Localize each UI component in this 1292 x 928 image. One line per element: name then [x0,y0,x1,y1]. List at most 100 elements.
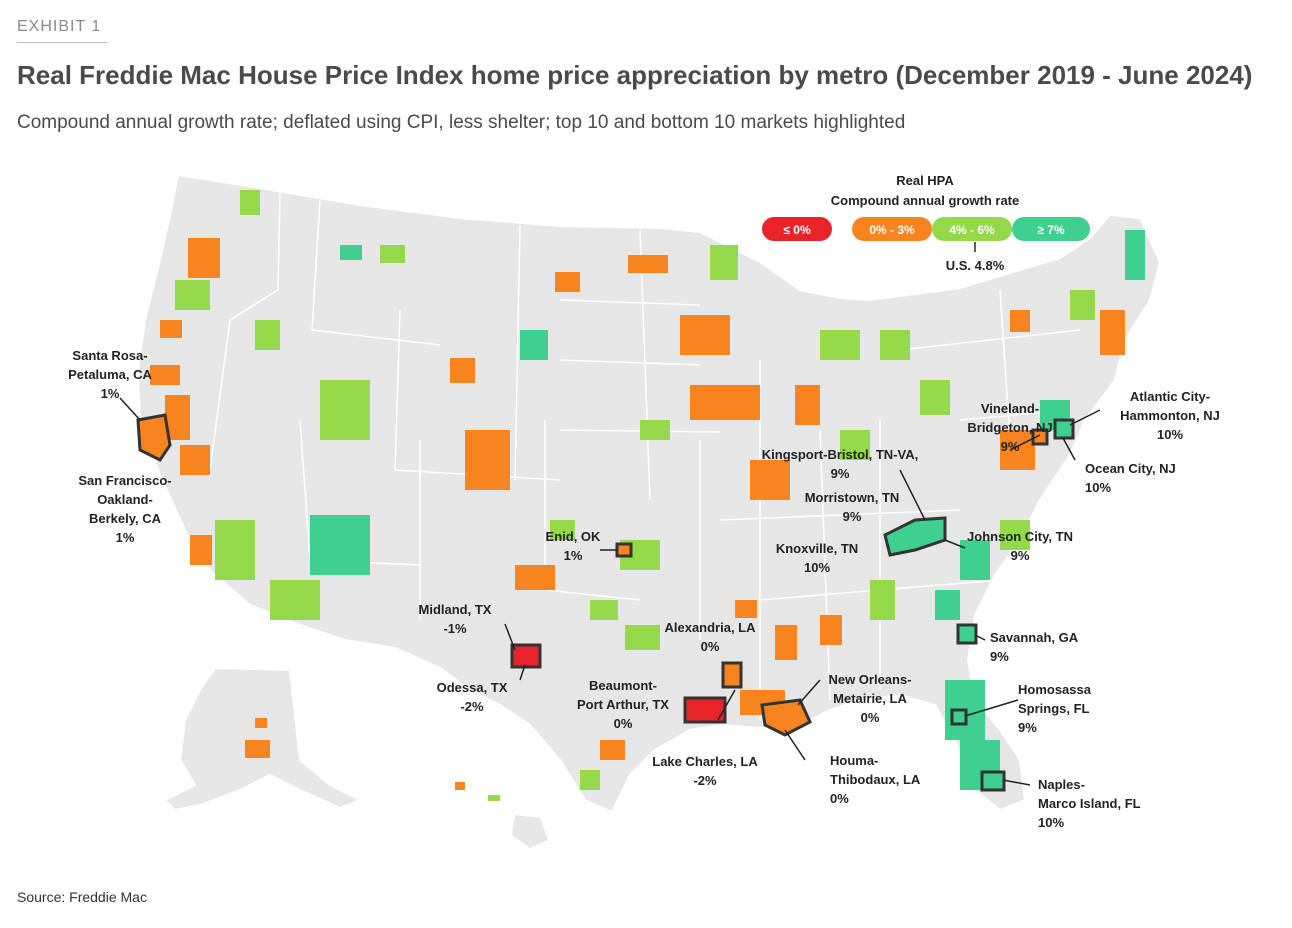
callout-label: Morristown, TN 9% [805,490,900,524]
callout-line: Savannah, GA [990,630,1079,645]
callout-label: Savannah, GA 9% [990,630,1079,664]
callout-line: San Francisco- [78,473,171,488]
callout-line: Petaluma, CA [68,367,152,382]
callout-label: Knoxville, TN 10% [776,541,858,575]
callout-line: Homosassa [1018,682,1092,697]
callout-line: 9% [843,509,862,524]
callout-line: Knoxville, TN [776,541,858,556]
callout-label: Ocean City, NJ 10% [1085,461,1176,495]
legend-label: ≥ 7% [1037,223,1065,237]
callout-line: 10% [1038,815,1064,830]
metro-region [1000,430,1035,470]
hawaii-islands [512,815,548,848]
callout-line: Houma- [830,753,878,768]
metro-region [255,718,267,728]
callout-line: Naples- [1038,777,1085,792]
callout-line: 1% [116,530,135,545]
callout-label: Atlantic City- Hammonton, NJ 10% [1120,389,1220,442]
us-average-label: U.S. 4.8% [946,258,1005,273]
callout-line: Marco Island, FL [1038,796,1141,811]
metro-region [515,565,555,590]
legend-title: Real HPA [896,173,954,188]
metro-region [175,280,210,310]
callout-line: -1% [443,621,467,636]
callout-line: Bridgeton, NJ [967,420,1052,435]
metro-region [820,330,860,360]
chart-title: Real Freddie Mac House Price Index home … [17,60,1253,90]
callout-line: 9% [990,649,1009,664]
legend-swatch [932,217,1012,241]
hawaii-island [455,782,465,790]
callout-line: 9% [1001,439,1020,454]
callout-line: Thibodaux, LA [830,772,921,787]
metro-region [795,385,820,425]
callout-line: 10% [804,560,830,575]
metro-region [160,320,182,338]
callout-line: 1% [564,548,583,563]
source-note: Source: Freddie Mac [17,889,147,905]
callout-line: 0% [614,716,633,731]
metro-region [215,520,255,580]
metro-region [550,520,575,540]
callout-line: Atlantic City- [1130,389,1210,404]
callout-line: 9% [1011,548,1030,563]
callout-label: Santa Rosa- Petaluma, CA 1% [68,348,152,401]
callout-line: 1% [101,386,120,401]
callout-labels: Santa Rosa- Petaluma, CA 1% San Francisco- O… [68,348,1220,830]
metro-region [628,255,668,273]
highlight-new-orleans [760,698,812,737]
callout-label: Midland, TX -1% [419,602,492,636]
legend-label: ≤ 0% [783,223,811,237]
callout-label: Vineland- Bridgeton, NJ 9% [967,401,1052,454]
highlight-savannah [956,623,978,645]
metro-region [935,590,960,620]
metro-region [320,380,370,440]
highlight-vineland [1031,428,1049,446]
callout-label: Beaumont- Port Arthur, TX 0% [577,678,669,731]
callout-label: Alexandria, LA 0% [664,620,756,654]
metro-region [920,380,950,415]
callout-label: New Orleans- Metairie, LA 0% [828,672,911,725]
chart-subtitle: Compound annual growth rate; deflated us… [17,112,906,133]
metro-region [775,625,797,660]
callout-label: Johnson City, TN 9% [967,529,1073,563]
callout-line: Lake Charles, LA [652,754,758,769]
metro-region [245,740,270,758]
metro-region [690,385,760,420]
callout-line: Kingsport-Bristol, TN-VA, [762,447,918,462]
metro-region [270,580,320,620]
metro-region [310,515,370,575]
metro-region [960,540,990,580]
metro-region [625,625,660,650]
legend: Real HPA Compound annual growth rate ≤ 0… [762,173,1090,273]
metro-region [255,320,280,350]
metro-region [870,580,895,620]
metro-region [640,420,670,440]
legend-label: 0% - 3% [869,223,915,237]
callout-line: Enid, OK [546,529,602,544]
callout-line: Odessa, TX [437,680,508,695]
legend-bins: ≤ 0% 0% - 3% 4% - 6% ≥ 7% [762,217,1090,241]
metro-region [880,330,910,360]
metro-region [555,272,580,292]
callout-line: 0% [830,791,849,806]
leader-lines [119,397,1101,786]
metro-regions [150,190,1145,790]
callout-line: Metairie, LA [833,691,907,706]
highlight-midland-odessa [510,643,542,669]
highlight-homosassa [950,708,968,726]
callout-line: Beaumont- [589,678,657,693]
callout-line: Vineland- [981,401,1039,416]
metro-region [840,430,870,460]
callout-line: Hammonton, NJ [1120,408,1220,423]
callout-label: San Francisco- Oakland- Berkely, CA 1% [78,473,171,545]
metro-region [240,190,260,215]
highlight-naples [980,770,1006,792]
callout-label: Odessa, TX -2% [437,680,508,714]
callout-line: Midland, TX [419,602,492,617]
metro-region [188,238,220,278]
legend-swatch [1012,217,1090,241]
metro-region [1070,290,1095,320]
metro-region [750,460,790,500]
